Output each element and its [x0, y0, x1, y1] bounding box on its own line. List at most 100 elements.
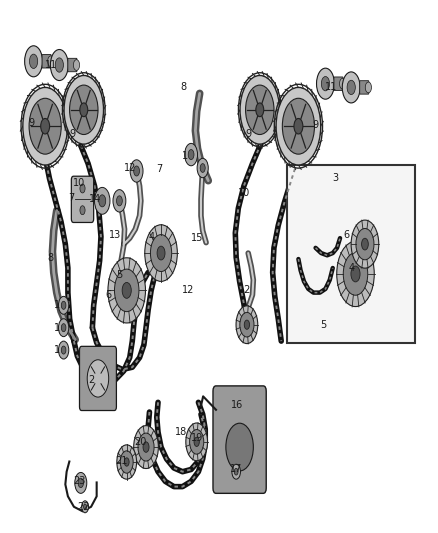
Text: 23: 23	[73, 477, 86, 487]
Circle shape	[157, 246, 165, 260]
Text: 19: 19	[191, 433, 203, 443]
Text: 7: 7	[157, 165, 163, 174]
Circle shape	[113, 190, 126, 212]
Circle shape	[50, 50, 68, 80]
Circle shape	[321, 77, 329, 91]
Text: 11: 11	[45, 60, 57, 70]
Text: 6: 6	[105, 290, 111, 300]
Circle shape	[240, 76, 279, 144]
Circle shape	[84, 504, 87, 510]
Circle shape	[343, 253, 368, 295]
Circle shape	[80, 103, 88, 117]
Circle shape	[351, 266, 360, 282]
Circle shape	[61, 324, 66, 332]
Text: 12: 12	[240, 285, 252, 295]
Circle shape	[114, 269, 139, 312]
Text: 10: 10	[238, 188, 250, 198]
Circle shape	[117, 196, 122, 206]
Circle shape	[365, 82, 371, 93]
Circle shape	[294, 118, 303, 134]
Text: 20: 20	[135, 437, 147, 447]
Circle shape	[25, 46, 42, 77]
Circle shape	[362, 238, 368, 250]
Text: 14: 14	[89, 195, 102, 204]
Circle shape	[61, 346, 66, 354]
FancyBboxPatch shape	[213, 386, 266, 494]
Text: 17: 17	[230, 464, 242, 474]
Circle shape	[240, 312, 254, 337]
Circle shape	[78, 478, 84, 488]
Circle shape	[134, 166, 139, 176]
Circle shape	[283, 98, 314, 154]
Circle shape	[74, 60, 80, 70]
Circle shape	[80, 184, 85, 193]
Text: 8: 8	[48, 253, 54, 263]
FancyBboxPatch shape	[42, 54, 51, 68]
Text: 1: 1	[54, 300, 60, 310]
Text: 6: 6	[344, 230, 350, 240]
Circle shape	[58, 319, 69, 337]
Circle shape	[200, 164, 205, 172]
Text: 9: 9	[28, 118, 34, 128]
Circle shape	[87, 360, 109, 397]
Circle shape	[130, 160, 143, 182]
Text: 8: 8	[181, 83, 187, 92]
Circle shape	[145, 225, 177, 281]
Circle shape	[48, 56, 54, 67]
Circle shape	[186, 423, 208, 461]
Text: 4: 4	[148, 232, 154, 241]
Circle shape	[236, 306, 258, 344]
Circle shape	[351, 220, 379, 268]
Circle shape	[99, 195, 106, 207]
Circle shape	[55, 58, 64, 72]
Text: 1: 1	[54, 345, 60, 355]
Circle shape	[58, 296, 69, 314]
Text: 10: 10	[74, 178, 85, 188]
FancyBboxPatch shape	[334, 77, 343, 91]
Text: 11: 11	[325, 83, 338, 92]
Circle shape	[339, 78, 346, 89]
Circle shape	[150, 235, 172, 271]
Circle shape	[61, 301, 66, 309]
Circle shape	[356, 229, 374, 260]
Circle shape	[185, 143, 198, 166]
Circle shape	[120, 451, 133, 473]
Circle shape	[342, 72, 360, 103]
Circle shape	[190, 430, 204, 454]
Text: 12: 12	[182, 285, 194, 295]
Text: 21: 21	[115, 456, 127, 465]
Circle shape	[234, 469, 238, 475]
Circle shape	[70, 85, 98, 134]
Circle shape	[232, 464, 240, 479]
Circle shape	[276, 87, 321, 165]
Circle shape	[64, 76, 103, 144]
Circle shape	[244, 320, 250, 329]
Circle shape	[29, 54, 38, 68]
Text: 9: 9	[245, 128, 251, 139]
Text: 9: 9	[69, 128, 75, 139]
Text: 18: 18	[175, 427, 187, 437]
Circle shape	[188, 150, 194, 159]
Circle shape	[246, 85, 274, 134]
Text: 1: 1	[182, 151, 188, 161]
Text: 7: 7	[68, 193, 74, 203]
Circle shape	[41, 118, 49, 134]
Circle shape	[317, 68, 334, 99]
Circle shape	[194, 437, 199, 447]
Text: 13: 13	[109, 230, 121, 240]
Circle shape	[347, 80, 355, 94]
Circle shape	[75, 472, 87, 494]
Circle shape	[138, 433, 154, 461]
Circle shape	[29, 98, 61, 154]
Text: 12: 12	[124, 163, 136, 173]
Circle shape	[226, 423, 253, 471]
Circle shape	[122, 282, 131, 298]
Text: 22: 22	[78, 502, 90, 512]
FancyBboxPatch shape	[287, 165, 415, 343]
Text: 3: 3	[333, 173, 339, 183]
Circle shape	[95, 188, 110, 214]
Text: 9: 9	[313, 120, 318, 130]
Circle shape	[58, 341, 69, 359]
Circle shape	[23, 87, 67, 165]
FancyBboxPatch shape	[79, 346, 117, 410]
